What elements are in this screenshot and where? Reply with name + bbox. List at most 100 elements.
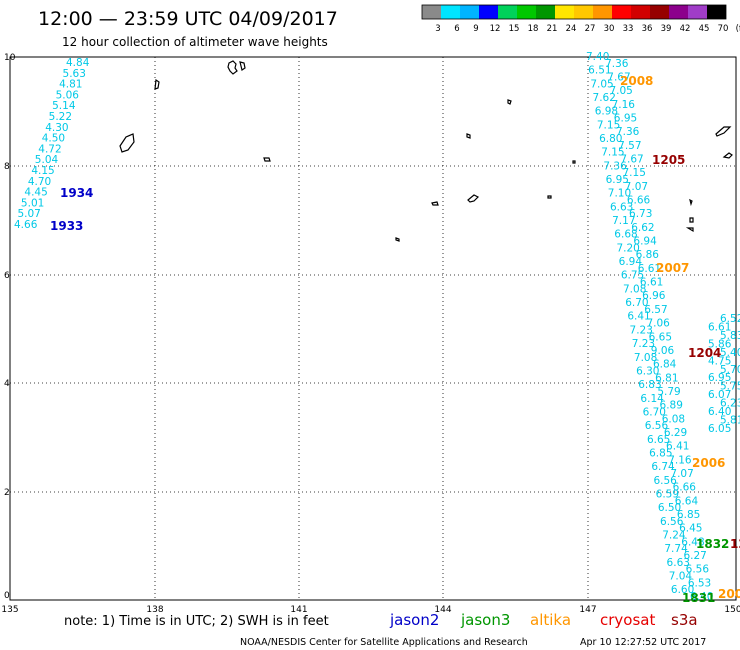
scale-label: (ft) (736, 24, 740, 34)
pass-number-label: 2007 (656, 261, 689, 275)
wave-height-label: 6.61 (708, 321, 731, 333)
x-tick-label: 150 (724, 605, 740, 615)
scale-swatch (688, 5, 707, 19)
scale-label: 42 (680, 24, 691, 34)
generation-timestamp: Apr 10 12:27:52 UTC 2017 (580, 637, 706, 648)
scale-swatch (650, 5, 669, 19)
scale-swatch (612, 5, 631, 19)
island-outline (572, 160, 576, 164)
wave-height-label: 6.85 (677, 509, 700, 521)
wave-height-label: 7.10 (608, 188, 631, 200)
legend-s3a: s3a (671, 611, 698, 629)
scale-swatch (631, 5, 650, 19)
scale-swatch (536, 5, 555, 19)
wave-height-label: 5.22 (49, 111, 72, 123)
y-tick-label: 6 (4, 271, 10, 281)
wave-height-label: 6.83 (638, 379, 661, 391)
island-outline (395, 237, 400, 242)
wave-height-label: 6.41 (666, 441, 689, 453)
axis-ticks: 135 138 141 144 147 150 0 2 4 6 8 10 (1, 53, 740, 615)
wave-height-label: 5.83 (720, 330, 740, 342)
wave-height-label: 6.98 (595, 106, 618, 118)
wave-height-label: 7.04 (669, 570, 693, 582)
wave-height-label: 4.72 (38, 143, 61, 155)
island-outline (547, 195, 552, 199)
y-tick-label: 0 (4, 591, 10, 601)
pass-labels: 1934 1933 2008 1205 2007 1204 2006 1832 18312005… (50, 74, 740, 605)
wave-height-label: 6.70 (625, 297, 648, 309)
wave-height-label: 6.50 (658, 502, 681, 514)
scale-swatch (707, 5, 726, 19)
x-tick-label: 144 (434, 605, 451, 615)
plot-frame (9, 56, 737, 601)
wave-height-label: 7.16 (668, 454, 692, 466)
island-outline (227, 60, 246, 75)
wave-height-label: 7.40 (586, 51, 609, 63)
wave-height-label: 5.06 (56, 89, 80, 101)
scale-swatch (669, 5, 688, 19)
wave-height-label: 6.05 (708, 423, 731, 435)
pass-number-label: 2006 (692, 456, 725, 470)
x-tick-label: 147 (579, 605, 596, 615)
wave-height-label: 6.94 (619, 256, 643, 268)
wave-height-label: 7.16 (612, 99, 636, 111)
wave-height-label: 5.07 (17, 208, 40, 220)
wave-height-label: 6.41 (627, 311, 650, 323)
wave-height-label: 5.01 (21, 197, 44, 209)
wave-height-label: 9.06 (651, 345, 675, 357)
wave-height-label: 7.23 (630, 324, 653, 336)
wave-height-label: 5.63 (63, 68, 86, 80)
wave-height-label: 6.51 (588, 65, 611, 77)
wave-height-label: 7.24 (662, 529, 686, 541)
map-subtitle: 12 hour collection of altimeter wave hei… (62, 35, 328, 49)
wave-height-label: 4.30 (45, 122, 68, 134)
scale-label: 30 (604, 24, 615, 34)
x-tick-label: 135 (1, 605, 18, 615)
island-outline (466, 133, 471, 139)
y-tick-label: 2 (4, 488, 10, 498)
wave-height-label: 4.15 (31, 165, 54, 177)
wave-height-label: 6.40 (708, 406, 731, 418)
legend-jason3: jason3 (460, 611, 510, 629)
wave-height-label: 4.45 (24, 187, 47, 199)
island-outline (507, 99, 512, 105)
wave-height-label: 7.05 (590, 78, 613, 90)
wave-height-label: 4.70 (28, 176, 51, 188)
wave-height-label: 7.08 (623, 283, 646, 295)
scale-label: 18 (528, 24, 539, 34)
wave-height-label: 6.61 (640, 277, 663, 289)
scale-label: 15 (509, 24, 520, 34)
pass-number-label: 2005 (718, 587, 740, 601)
map-title: 12:00 — 23:59 UTC 04/09/2017 (38, 8, 338, 30)
scale-swatch (422, 5, 441, 19)
wave-height-label: 6.23 (720, 398, 740, 410)
wave-height-label: 6.60 (671, 584, 694, 596)
x-tick-label: 138 (146, 605, 163, 615)
wave-height-label: 6.08 (662, 413, 685, 425)
wave-height-label: 6.59 (656, 488, 679, 500)
wave-height-label: 7.23 (632, 338, 655, 350)
wave-height-label: 5.70 (720, 364, 740, 376)
wave-height-label: 4.84 (66, 57, 90, 69)
pass-number-label: 2008 (620, 74, 653, 88)
wave-height-label: 6.27 (683, 550, 706, 562)
wave-height-label: 6.95 (606, 174, 629, 186)
y-tick-label: 10 (4, 53, 16, 63)
wave-height-label: 6.56 (645, 420, 669, 432)
wave-height-label: 6.56 (686, 564, 710, 576)
wave-height-label: 6.73 (629, 208, 652, 220)
y-tick-label: 4 (4, 379, 10, 389)
wave-height-label: 6.86 (636, 249, 660, 261)
scale-swatch (593, 5, 612, 19)
wave-height-label: 6.07 (708, 389, 731, 401)
wave-height-label: 6.66 (673, 482, 697, 494)
x-tick-label: 141 (290, 605, 307, 615)
wave-height-label: 6.95 (708, 372, 731, 384)
wave-height-label: 7.06 (646, 318, 670, 330)
wave-height-label: 7.08 (634, 352, 657, 364)
wave-height-label: 5.79 (657, 386, 680, 398)
scale-label: 39 (661, 24, 672, 34)
wave-height-label: 4.75 (708, 355, 731, 367)
